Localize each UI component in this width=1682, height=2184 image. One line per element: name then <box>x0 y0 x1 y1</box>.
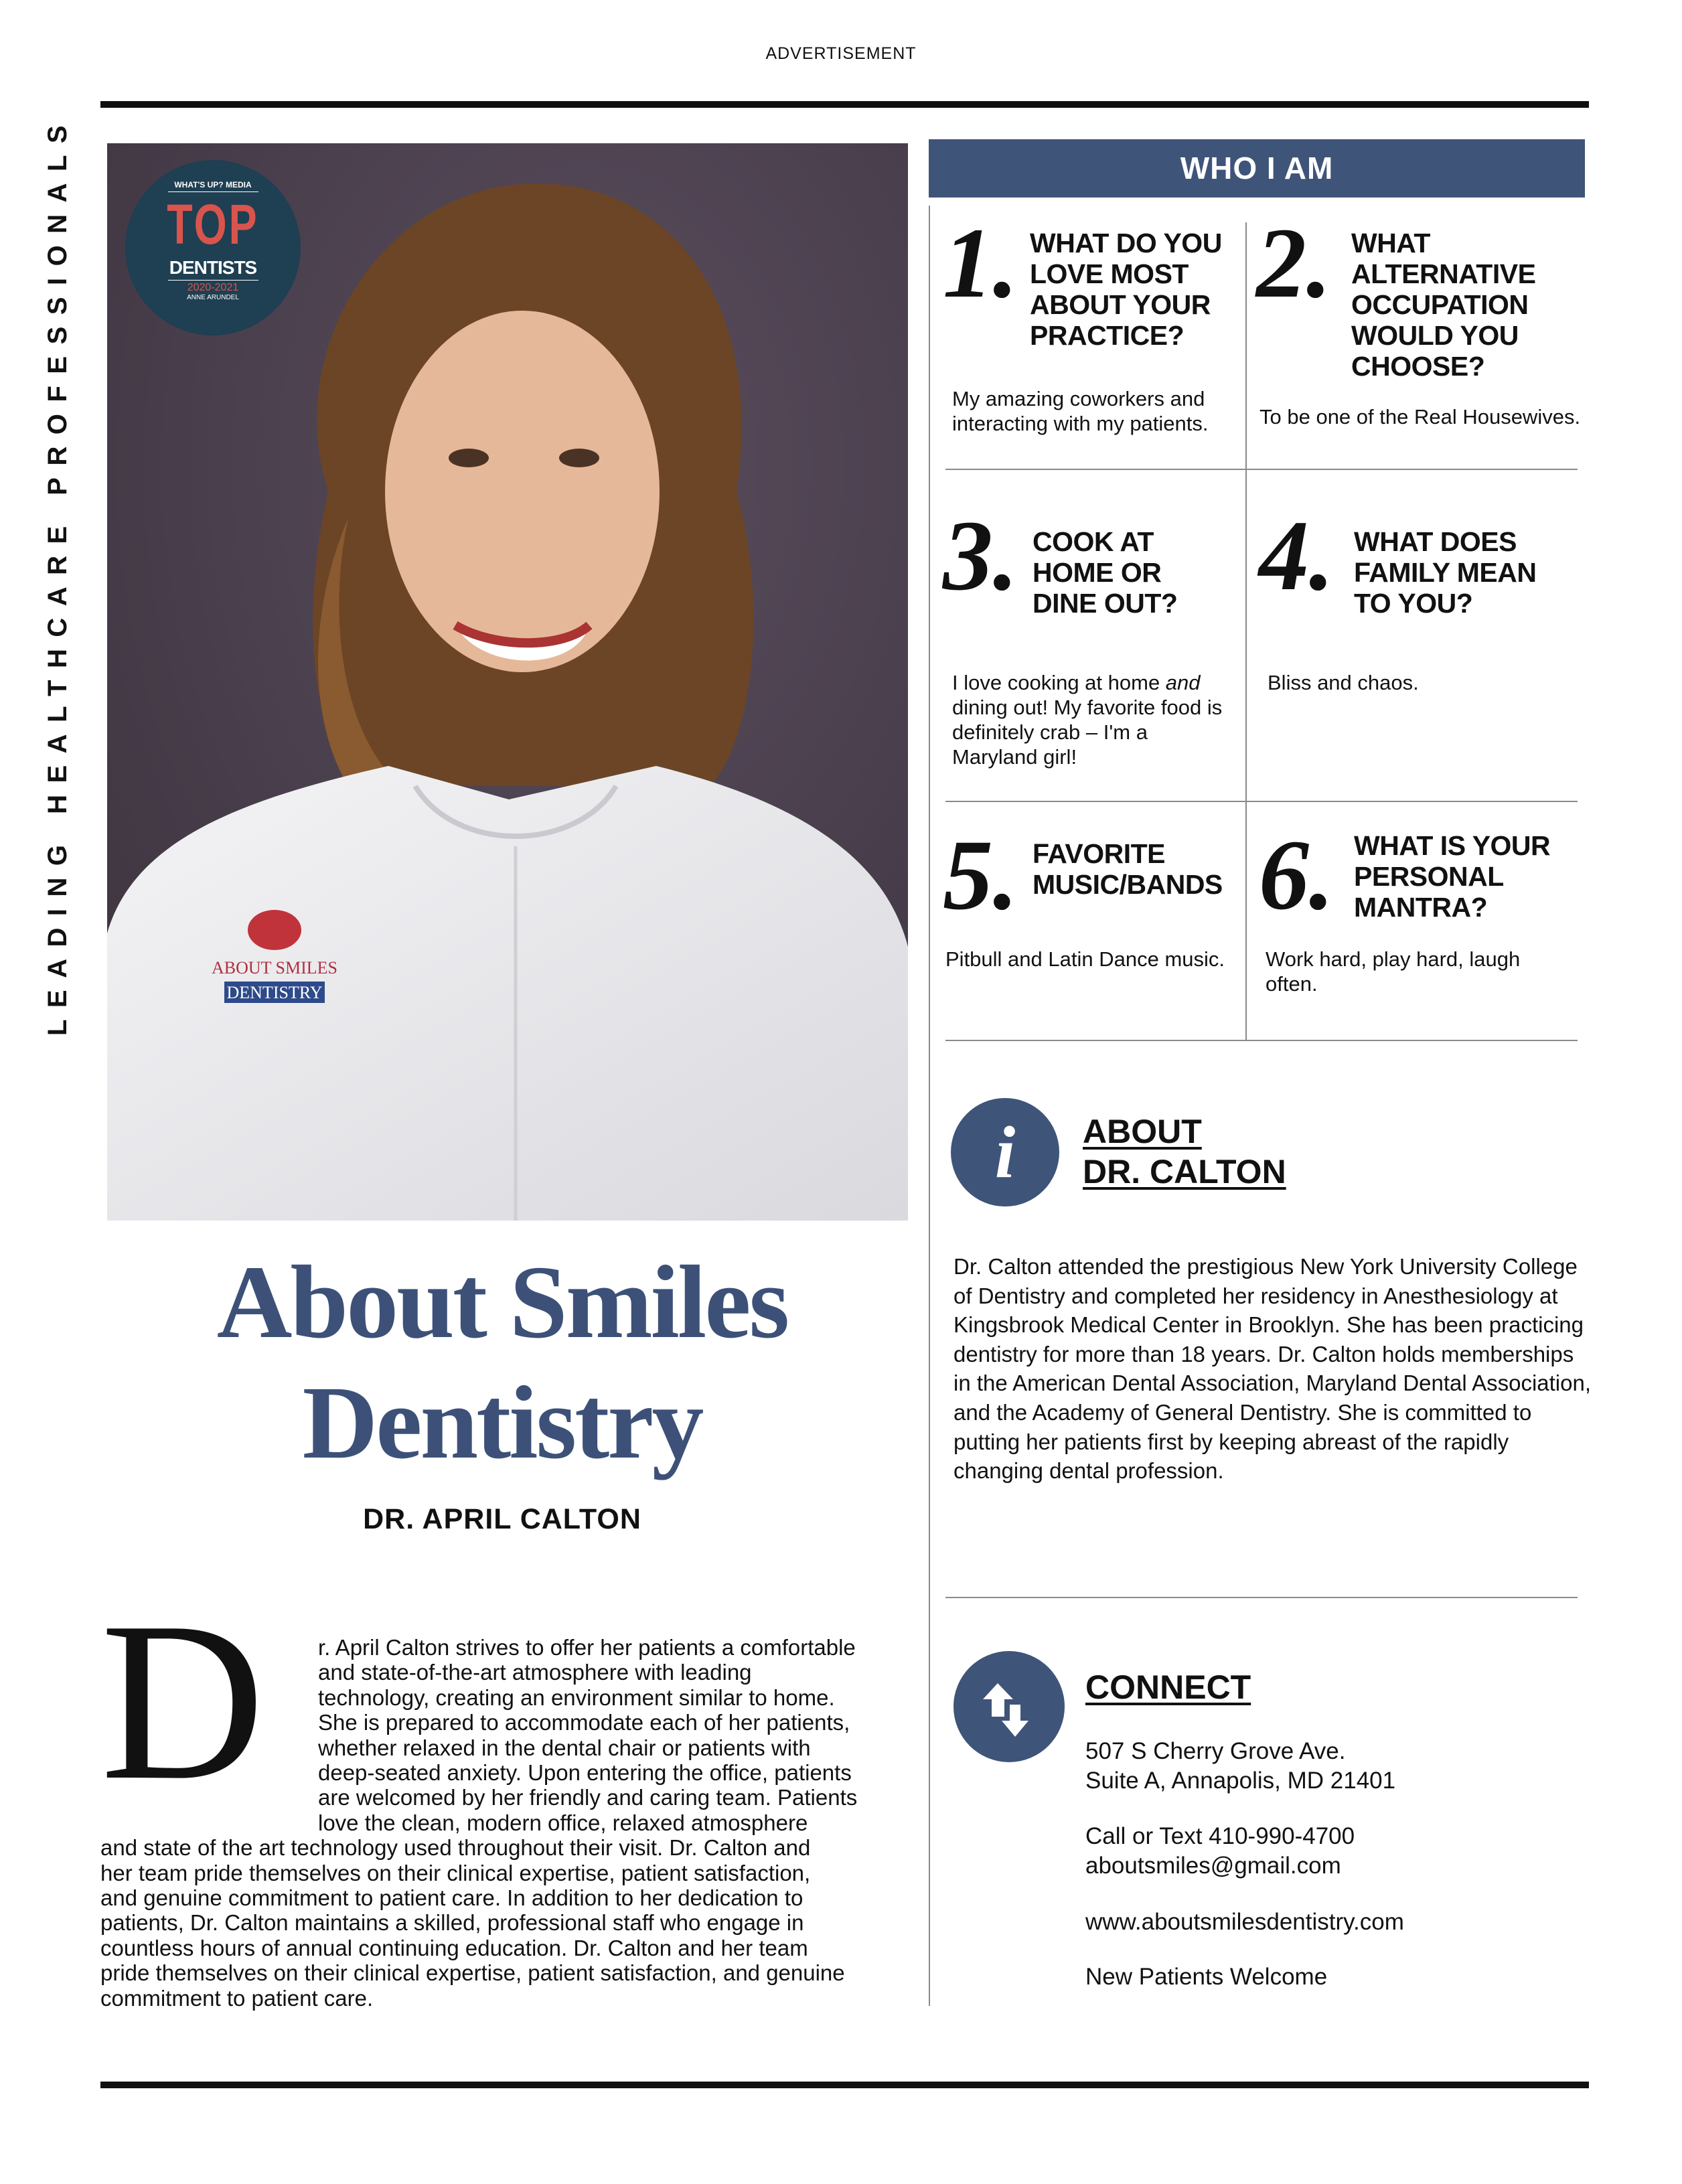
answer-text: To be one of the Real Housewives. <box>1259 405 1581 428</box>
answer-text: Bliss and chaos. <box>1268 671 1419 694</box>
headline-line: About Smiles <box>216 1244 789 1360</box>
body-line: deep-seated anxiety. Upon entering the o… <box>318 1760 852 1786</box>
top-dentists-badge: WHAT'S UP? MEDIA TOP DENTISTS 2020-2021 … <box>125 160 301 335</box>
question-text: WHAT DO YOU LOVE MOST ABOUT YOUR PRACTIC… <box>1030 228 1222 351</box>
grid-divider-3 <box>945 1040 1578 1041</box>
about-title: ABOUT DR. CALTON <box>1083 1111 1286 1192</box>
info-icon: i <box>951 1098 1059 1206</box>
answer-text: My amazing coworkers and interacting wit… <box>952 387 1209 435</box>
connect-title: CONNECT <box>1085 1668 1251 1706</box>
advertisement-label: ADVERTISEMENT <box>765 44 917 63</box>
up-down-arrows-icon <box>953 1651 1065 1762</box>
email-link[interactable]: aboutsmiles@gmail.com <box>1085 1853 1341 1879</box>
question-text: WHAT DOES FAMILY MEAN TO YOU? <box>1354 526 1537 619</box>
body-line: and state of the art technology used thr… <box>100 1835 811 1861</box>
about-body: Dr. Calton attended the prestigious New … <box>953 1254 1592 1484</box>
svg-text:DENTISTRY: DENTISTRY <box>227 983 323 1002</box>
body-line: technology, creating an environment simi… <box>318 1685 835 1710</box>
answer-emphasis: and <box>1165 671 1201 694</box>
answer-part: dining out! My favorite food is definite… <box>952 696 1223 769</box>
question-number: 3. <box>943 500 1018 611</box>
about-title-line: DR. CALTON <box>1083 1153 1286 1190</box>
body-line: and state-of-the-art atmosphere with lea… <box>318 1660 752 1685</box>
badge-years: 2020-2021 <box>187 282 239 293</box>
body-line: pride themselves on their clinical exper… <box>100 1960 845 1986</box>
question-number: 4. <box>1259 500 1334 611</box>
body-line: her team pride themselves on their clini… <box>100 1860 811 1885</box>
grid-divider-2 <box>945 801 1578 802</box>
section-divider <box>945 1597 1578 1598</box>
practice-headline: About Smiles Dentistry <box>100 1242 904 1483</box>
answer-text: I love cooking at home and dining out! M… <box>952 670 1233 769</box>
column-divider <box>929 206 930 2006</box>
answer-text: Pitbull and Latin Dance music. <box>945 947 1225 971</box>
question-text: WHAT ALTERNATIVE OCCUPATION WOULD YOU CH… <box>1351 228 1536 382</box>
question-text: COOK AT HOME OR DINE OUT? <box>1033 526 1178 619</box>
question-number: 1. <box>943 208 1018 319</box>
address-line-2: Suite A, Annapolis, MD 21401 <box>1085 1768 1396 1794</box>
new-patients-note: New Patients Welcome <box>1085 1964 1328 1990</box>
badge-title: DENTISTS <box>167 257 258 281</box>
address-line-1: 507 S Cherry Grove Ave. <box>1085 1738 1346 1764</box>
body-line: r. April Calton strives to offer her pat… <box>318 1635 856 1660</box>
question-number: 5. <box>943 820 1018 931</box>
question-text: WHAT IS YOUR PERSONAL MANTRA? <box>1354 830 1551 923</box>
badge-region: ANNE ARUNDEL <box>187 294 239 301</box>
badge-publisher: WHAT'S UP? MEDIA <box>167 180 258 192</box>
body-line: are welcomed by her friendly and caring … <box>318 1785 858 1810</box>
body-line: patients, Dr. Calton maintains a skilled… <box>100 1910 804 1936</box>
body-line: whether relaxed in the dental chair or p… <box>318 1735 811 1760</box>
bottom-rule <box>100 2082 1589 2088</box>
question-text: FAVORITE MUSIC/BANDS <box>1033 838 1223 900</box>
doctor-name: DR. APRIL CALTON <box>363 1503 641 1535</box>
grid-divider-1 <box>945 469 1578 470</box>
body-line: countless hours of annual continuing edu… <box>100 1935 808 1960</box>
badge-top: TOP <box>167 193 259 256</box>
body-line: She is prepared to accommodate each of h… <box>318 1710 850 1735</box>
about-title-line: ABOUT <box>1083 1113 1202 1150</box>
body-line: love the clean, modern office, relaxed a… <box>318 1810 808 1835</box>
top-rule <box>100 101 1589 108</box>
grid-divider-vertical <box>1245 222 1247 1040</box>
feature-body: r. April Calton strives to offer her pat… <box>100 1635 911 2011</box>
answer-text: Work hard, play hard, laugh often. <box>1266 947 1521 996</box>
body-line: commitment to patient care. <box>100 1985 374 2011</box>
doctor-photo: ABOUT SMILES DENTISTRY WHAT'S UP? MEDIA … <box>107 143 908 1221</box>
svg-text:ABOUT SMILES: ABOUT SMILES <box>212 958 337 978</box>
who-i-am-header: WHO I AM <box>929 139 1585 198</box>
drop-cap: D <box>100 1575 265 1827</box>
question-number: 2. <box>1256 208 1332 319</box>
headline-line: Dentistry <box>302 1364 704 1480</box>
body-line: and genuine commitment to patient care. … <box>100 1885 804 1911</box>
website-link[interactable]: www.aboutsmilesdentistry.com <box>1085 1909 1404 1935</box>
side-label: LEADING HEALTHCARE PROFESSIONALS <box>43 113 72 1036</box>
question-number: 6. <box>1259 820 1334 931</box>
answer-part: I love cooking at home <box>952 671 1166 694</box>
phone-link[interactable]: Call or Text 410-990-4700 <box>1085 1823 1355 1849</box>
